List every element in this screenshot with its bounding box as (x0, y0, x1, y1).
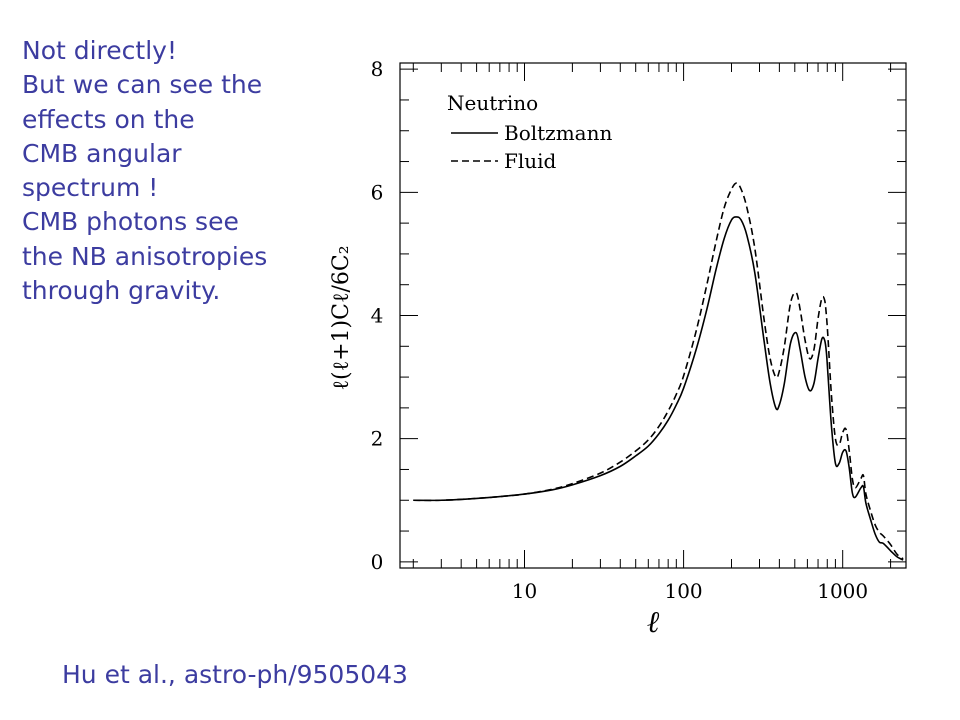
explanation-line: But we can see the (22, 70, 263, 100)
axis-ticks (400, 63, 906, 568)
legend-entry-fluid: Fluid (504, 149, 557, 173)
x-axis-label: ℓ (647, 605, 660, 640)
y-tick-label: 8 (371, 57, 384, 81)
y-tick-label: 2 (371, 427, 384, 451)
y-tick-label: 6 (371, 180, 384, 204)
x-tick-label: 1000 (817, 579, 868, 603)
explanation-line: CMB angular (22, 138, 182, 168)
x-tick-label: 10 (512, 579, 537, 603)
series-line-boltzmann (413, 216, 904, 561)
explanation-line: effects on the (22, 104, 195, 134)
legend: Neutrino Boltzmann Fluid (447, 91, 612, 173)
x-tick-label: 100 (664, 579, 702, 603)
citation: Hu et al., astro-ph/9505043 (62, 660, 408, 689)
explanation-line: CMB photons see (22, 207, 239, 237)
series-layer (413, 182, 904, 561)
y-tick-label: 4 (371, 304, 384, 328)
explanation-line: Not directly! (22, 36, 177, 65)
y-axis-label: ℓ(ℓ+1)Cℓ/6C₂ (329, 245, 354, 390)
explanation-text: Not directly! But we can see the effects… (22, 34, 342, 308)
series-line-fluid (413, 182, 904, 560)
plot-frame (399, 62, 907, 569)
legend-entry-boltzmann: Boltzmann (504, 121, 612, 145)
y-tick-label: 0 (371, 550, 384, 574)
explanation-line: the NB anisotropies (22, 241, 268, 271)
tick-labels: 10 100 1000 0 2 4 6 8 (371, 57, 869, 603)
legend-title: Neutrino (447, 91, 538, 115)
explanation-line: through gravity. (22, 276, 221, 306)
explanation-line: spectrum ! (22, 173, 159, 203)
